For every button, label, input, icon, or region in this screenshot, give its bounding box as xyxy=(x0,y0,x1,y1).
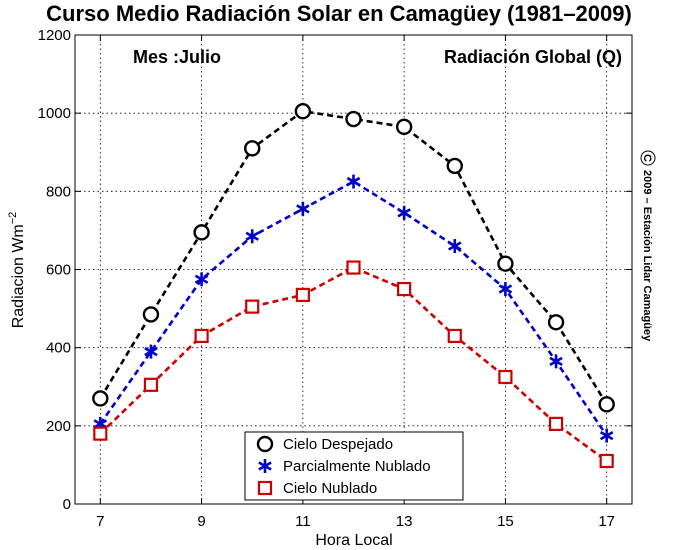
data-point-circle xyxy=(244,140,261,157)
data-point-square xyxy=(295,287,310,303)
data-point-circle xyxy=(256,435,274,453)
data-point-asterisk xyxy=(144,344,158,359)
data-point-square xyxy=(93,426,108,441)
y-tick-label: 1200 xyxy=(38,27,71,44)
data-point-circle xyxy=(294,103,312,120)
legend-entry: Cielo Nublado xyxy=(257,480,377,497)
month-annotation: Mes :Julio xyxy=(133,47,221,67)
data-point-asterisk xyxy=(346,174,361,189)
y-tick-label: 400 xyxy=(46,340,71,357)
data-point-circle xyxy=(92,390,109,407)
x-tick-label: 9 xyxy=(197,513,205,530)
legend-entry: Cielo Despejado xyxy=(256,435,393,453)
data-point-asterisk xyxy=(194,272,209,287)
asterisk-stroke xyxy=(144,346,158,357)
data-point-asterisk xyxy=(397,205,411,220)
asterisk-stroke xyxy=(397,208,411,218)
data-point-circle xyxy=(142,306,160,323)
legend-label: Parcialmente Nublado xyxy=(283,458,431,475)
data-point-square xyxy=(245,299,260,314)
asterisk-stroke xyxy=(245,231,259,241)
x-tick-label: 11 xyxy=(295,513,311,530)
x-axis-label: Hora Local xyxy=(315,532,392,549)
data-point-square xyxy=(346,260,361,275)
data-point-asterisk xyxy=(599,428,614,443)
asterisk-stroke xyxy=(258,461,272,471)
y-tick-label: 200 xyxy=(46,418,71,435)
copyright-text: 2009 – Estación Lidar Camagüey xyxy=(641,170,653,342)
asterisk-stroke xyxy=(448,241,462,251)
asterisk-stroke xyxy=(549,356,563,366)
data-point-square xyxy=(498,369,513,385)
asterisk-stroke xyxy=(346,176,361,187)
data-point-square xyxy=(397,281,412,297)
grid-layer xyxy=(75,35,632,504)
data-point-circle xyxy=(497,255,514,272)
data-point-square xyxy=(447,328,462,344)
x-tick-label: 15 xyxy=(497,513,514,530)
asterisk-stroke xyxy=(296,204,310,214)
x-tick-label: 17 xyxy=(598,513,615,530)
copyright-symbol: C xyxy=(641,154,653,162)
series-line xyxy=(99,266,608,463)
radiation-type-annotation: Radiación Global (Q) xyxy=(444,47,622,67)
asterisk-stroke xyxy=(194,274,209,284)
data-point-circle xyxy=(598,396,615,413)
y-axis-label-exponent: −2 xyxy=(7,212,19,225)
legend-box xyxy=(244,431,464,501)
data-point-asterisk xyxy=(258,459,272,473)
series-asterisk xyxy=(93,174,614,443)
data-point-square xyxy=(257,480,273,496)
series-square xyxy=(93,260,614,469)
data-point-asterisk xyxy=(549,354,563,369)
series-line xyxy=(99,180,608,437)
asterisk-stroke xyxy=(93,419,108,429)
legend-entry: Parcialmente Nublado xyxy=(258,458,431,475)
copyright-circle-icon xyxy=(640,150,656,166)
data-point-asterisk xyxy=(296,201,310,216)
data-point-square xyxy=(548,416,564,431)
y-tick-label: 600 xyxy=(46,262,71,279)
data-point-asterisk xyxy=(498,282,513,297)
data-point-asterisk xyxy=(245,229,259,244)
ticks-layer: 7 9 11 13 15 17 0 200 400 600 800 1000 1200 xyxy=(38,27,632,530)
data-point-circle xyxy=(446,157,463,175)
y-tick-label: 800 xyxy=(46,183,71,200)
copyright-note: C 2009 – Estación Lidar Camagüey xyxy=(640,150,656,342)
asterisk-stroke xyxy=(498,284,513,294)
chart-title: Curso Medio Radiación Solar en Camagüey … xyxy=(46,1,632,26)
series-line xyxy=(99,109,608,406)
series-circle xyxy=(92,103,615,413)
data-point-square xyxy=(194,328,209,344)
y-tick-label: 1000 xyxy=(38,105,71,122)
data-point-circle xyxy=(395,118,413,136)
y-tick-label: 0 xyxy=(63,496,71,513)
data-point-circle xyxy=(193,224,210,241)
data-point-asterisk xyxy=(448,239,462,254)
legend-label: Cielo Nublado xyxy=(283,480,377,497)
data-point-circle xyxy=(547,314,565,331)
data-point-square xyxy=(143,377,159,392)
legend-label: Cielo Despejado xyxy=(283,436,393,453)
x-tick-label: 7 xyxy=(96,513,104,530)
x-tick-label: 13 xyxy=(396,513,413,530)
data-point-square xyxy=(599,453,614,469)
y-axis-label-base: Radiacion Wm xyxy=(10,224,27,328)
y-axis-label: Radiacion Wm−2 xyxy=(7,212,27,329)
data-point-circle xyxy=(345,110,362,128)
series-layer xyxy=(92,103,615,469)
asterisk-stroke xyxy=(599,430,614,441)
legend: Cielo Despejado Parcialmente Nublado Cielo… xyxy=(244,431,464,501)
